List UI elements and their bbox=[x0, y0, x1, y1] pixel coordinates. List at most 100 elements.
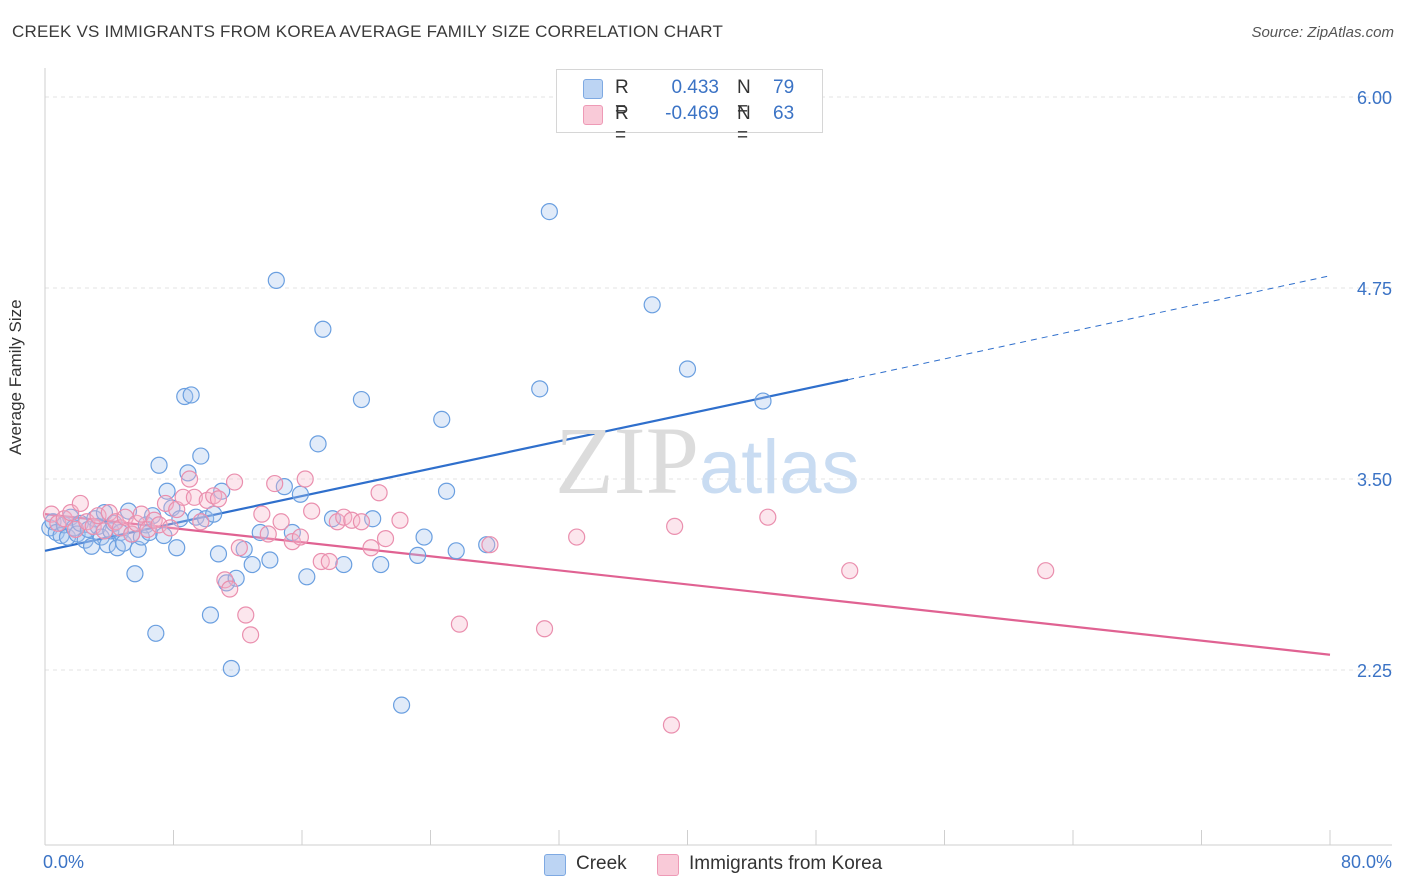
korea-point-18 bbox=[145, 511, 163, 529]
y-axis-label: Average Family Size bbox=[6, 299, 25, 455]
creek-point-59 bbox=[298, 568, 316, 586]
creek-point-78 bbox=[754, 392, 772, 410]
creek-point-32 bbox=[150, 456, 168, 474]
creek-point-58 bbox=[291, 485, 309, 503]
creek-point-66 bbox=[372, 555, 390, 574]
creek-point-60 bbox=[309, 435, 327, 453]
creek-point-49 bbox=[222, 659, 240, 678]
korea-point-57 bbox=[568, 528, 586, 546]
watermark-atlas: atlas bbox=[699, 425, 860, 510]
y-tick-label-0: 6.00 bbox=[1357, 88, 1392, 108]
korea-point-14 bbox=[123, 525, 141, 543]
creek-point-70 bbox=[433, 410, 451, 429]
korea-point-34 bbox=[237, 606, 255, 624]
chart-title: CREEK VS IMMIGRANTS FROM KOREA AVERAGE F… bbox=[12, 22, 724, 41]
korea-point-39 bbox=[272, 513, 290, 531]
korea-point-24 bbox=[180, 470, 199, 488]
korea-point-32 bbox=[225, 473, 244, 491]
axes bbox=[44, 68, 1392, 846]
korea-point-25 bbox=[185, 488, 203, 506]
korea-point-19 bbox=[150, 516, 168, 534]
creek-point-57 bbox=[283, 523, 301, 542]
korea-point-42 bbox=[296, 470, 314, 488]
n-value: 63 bbox=[773, 103, 795, 124]
creek-point-38 bbox=[176, 387, 194, 406]
watermark-zip: ZIP bbox=[555, 407, 699, 514]
korea-point-61 bbox=[841, 562, 859, 580]
creek-point-75 bbox=[540, 203, 558, 221]
korea-point-30 bbox=[216, 571, 234, 589]
creek-swatch bbox=[583, 79, 603, 99]
creek-point-45 bbox=[205, 505, 223, 523]
korea-point-2 bbox=[55, 510, 73, 528]
korea-point-33 bbox=[230, 539, 248, 557]
watermark: ZIPatlas bbox=[555, 405, 860, 516]
korea-point-53 bbox=[391, 511, 409, 529]
creek-point-10 bbox=[76, 531, 94, 549]
korea-point-52 bbox=[376, 529, 395, 548]
y-tick-label-1: 4.75 bbox=[1357, 279, 1392, 299]
korea-point-62 bbox=[1037, 562, 1055, 580]
r-label: R = bbox=[615, 77, 629, 120]
creek-point-64 bbox=[352, 390, 371, 409]
korea-point-40 bbox=[283, 533, 301, 551]
creek-point-25 bbox=[126, 565, 144, 583]
creek-point-69 bbox=[415, 528, 433, 546]
r-value: 0.433 bbox=[671, 77, 719, 98]
creek-point-68 bbox=[409, 546, 427, 565]
korea-point-26 bbox=[192, 513, 210, 531]
x-tick-label-left: 0.0% bbox=[43, 852, 85, 872]
korea-point-7 bbox=[84, 517, 102, 535]
korea-point-36 bbox=[253, 505, 271, 523]
creek-point-56 bbox=[275, 478, 293, 496]
korea-point-56 bbox=[535, 620, 554, 638]
korea-point-35 bbox=[242, 626, 260, 644]
grid-lines bbox=[45, 96, 1392, 671]
korea-point-17 bbox=[139, 520, 157, 539]
creek-legend-swatch bbox=[544, 854, 566, 876]
creek-point-65 bbox=[364, 510, 382, 528]
korea-legend-label: Immigrants from Korea bbox=[689, 853, 883, 874]
korea-point-8 bbox=[89, 507, 107, 525]
korea-point-37 bbox=[259, 525, 277, 543]
creek-point-36 bbox=[168, 539, 186, 557]
creek-point-31 bbox=[147, 624, 165, 642]
korea-swatch bbox=[583, 105, 603, 125]
korea-point-10 bbox=[100, 504, 118, 522]
korea-point-51 bbox=[370, 484, 388, 502]
korea-point-5 bbox=[71, 494, 89, 513]
source-label[interactable]: Source: ZipAtlas.com bbox=[1251, 24, 1394, 41]
r-label: R = bbox=[615, 103, 629, 146]
korea-point-54 bbox=[450, 615, 469, 633]
correlation-legend: R = 0.433 N = 79 R = -0.469 N = 63 bbox=[556, 69, 823, 146]
korea-point-60 bbox=[759, 508, 777, 526]
trend-line-1 bbox=[44, 513, 1331, 656]
x-tick-label-right: 80.0% bbox=[1340, 852, 1392, 872]
korea-point-50 bbox=[362, 539, 380, 557]
korea-point-31 bbox=[221, 580, 239, 598]
creek-point-74 bbox=[531, 380, 549, 398]
korea-point-41 bbox=[291, 528, 309, 546]
r-value: -0.469 bbox=[665, 103, 719, 124]
creek-point-63 bbox=[335, 555, 353, 574]
creek-point-72 bbox=[447, 542, 465, 560]
creek-point-42 bbox=[192, 447, 210, 465]
y-tick-label-2: 3.50 bbox=[1357, 470, 1392, 490]
trend-lines bbox=[44, 275, 1331, 656]
creek-point-61 bbox=[314, 320, 332, 338]
creek-point-43 bbox=[197, 510, 215, 528]
korea-point-55 bbox=[481, 536, 499, 554]
trend-line-extension-0 bbox=[848, 275, 1331, 381]
korea-point-43 bbox=[303, 502, 321, 520]
n-value: 79 bbox=[773, 77, 795, 98]
n-label: N = bbox=[737, 103, 751, 146]
korea-point-28 bbox=[205, 487, 223, 505]
creek-point-71 bbox=[437, 482, 456, 500]
creek-point-52 bbox=[243, 555, 261, 574]
creek-point-77 bbox=[678, 360, 697, 378]
korea-point-49 bbox=[352, 513, 371, 531]
y-tick-label-3: 2.25 bbox=[1357, 661, 1392, 681]
korea-point-45 bbox=[320, 552, 338, 571]
n-label: N = bbox=[737, 77, 751, 120]
